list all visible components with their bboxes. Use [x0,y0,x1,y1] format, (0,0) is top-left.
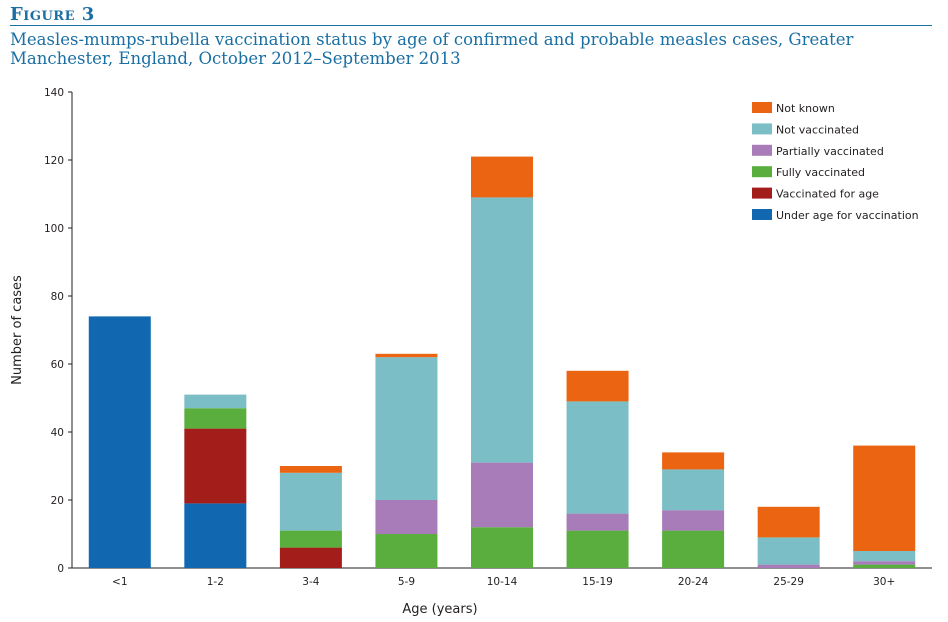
bar-segment [566,530,629,568]
x-tick-label: <1 [112,576,127,588]
bar-segment [184,428,247,504]
bar-segment [757,537,820,565]
x-tick-label: 10-14 [487,576,518,588]
bar-segment [184,503,247,568]
x-tick-label: 20-24 [678,576,709,588]
figure-label: Figure 3 [10,4,95,25]
legend-label: Not known [776,102,835,115]
bar-segment [375,500,438,534]
bar-segment [757,564,820,568]
bar-segment [566,401,629,514]
bar-segment [853,551,916,562]
y-axis-label: Number of cases [10,275,25,385]
y-tick-label: 80 [51,291,64,303]
x-axis: <1 1-2 3-4 5-9 10-14 15-19 20-24 25-29 30+ [72,567,932,588]
bar-segment [662,469,725,511]
y-tick-label: 140 [44,87,64,99]
legend-label: Fully vaccinated [776,166,865,179]
bar-segment [566,370,629,402]
bar-segment [279,530,342,548]
bar-segment [662,452,725,470]
bar-segment [279,547,342,568]
bar-segment [88,316,151,568]
x-axis-label: Age (years) [402,602,477,617]
bar-segment [375,357,438,500]
legend-swatch [752,144,772,156]
x-tick-label: 5-9 [398,576,415,588]
bar-segment [662,530,725,568]
bar-segment [184,394,247,409]
legend: Not known Not vaccinated Partially vaccina… [752,102,919,222]
x-tick-label: 3-4 [302,576,319,588]
bar-segment [566,513,629,531]
legend-swatch [752,209,772,220]
legend-label: Not vaccinated [776,123,859,136]
bar-segment [471,197,533,463]
figure-title: Measles-mumps-rubella vaccination status… [10,30,854,68]
y-tick-label: 40 [51,427,64,439]
bar-segment [471,462,533,528]
bar-segment [184,408,247,429]
x-tick-label: 25-29 [773,576,804,588]
legend-label: Vaccinated for age [776,188,879,201]
y-tick-label: 0 [57,563,64,575]
bar-segment [662,510,725,531]
y-axis: 0 20 40 60 80 100 120 140 [44,87,73,575]
legend-label: Under age for vaccination [776,209,919,222]
legend-swatch [752,102,772,113]
y-tick-label: 60 [51,359,64,371]
legend-swatch [752,187,772,199]
bars-group [88,156,916,568]
bar-segment [853,445,916,551]
bar-segment [279,466,342,473]
x-tick-label: 1-2 [207,576,224,588]
bar-segment [853,564,916,568]
bar-segment [757,506,820,538]
y-tick-label: 120 [44,155,64,167]
bar-segment [853,561,916,565]
bar-segment [279,472,342,531]
y-tick-label: 100 [44,223,64,235]
bar-segment [471,527,533,568]
legend-label: Partially vaccinated [776,145,884,158]
x-tick-label: 30+ [873,576,895,588]
figure-title-rule [10,25,932,26]
y-tick-label: 20 [51,495,64,507]
bar-segment [375,353,438,358]
legend-swatch [752,166,772,178]
bar-segment [471,156,533,198]
bar-segment [375,534,438,568]
legend-swatch [752,123,772,135]
x-tick-label: 15-19 [582,576,613,588]
